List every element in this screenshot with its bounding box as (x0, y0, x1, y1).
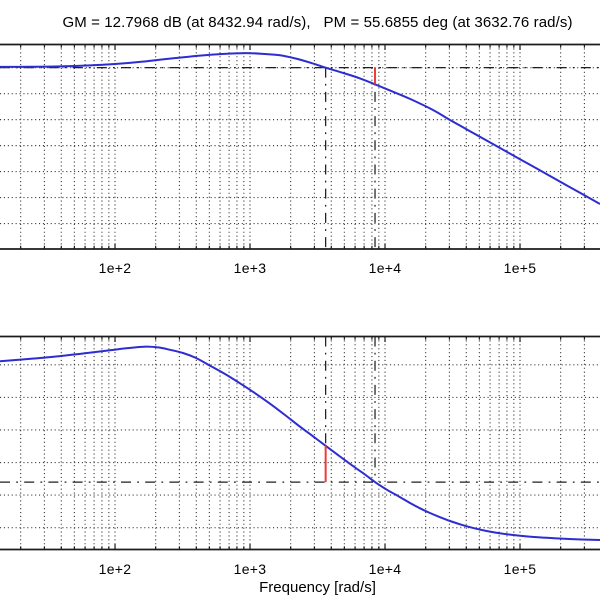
bode-phase (0, 335, 600, 551)
phase-x-tick-label-1e5: 1e+5 (503, 561, 537, 577)
plot-title: GM = 12.7968 dB (at 8432.94 rad/s), PM =… (62, 13, 573, 31)
mag-x-tick-label-1e2: 1e+2 (98, 260, 132, 277)
mag-x-tick-label-1e4: 1e+4 (368, 260, 402, 277)
mag-x-tick-label-1e3: 1e+3 (233, 260, 267, 277)
phase-x-tick-label-1e3: 1e+3 (233, 561, 267, 577)
open-loop-phase-curve (0, 345, 600, 541)
mag-x-tick-label-1e5: 1e+5 (503, 260, 537, 277)
bode-magnitude (0, 43, 600, 250)
phase-x-tick-label-1e2: 1e+2 (98, 561, 132, 577)
x-axis-label: Frequency [rad/s] (259, 578, 376, 596)
phase-x-tick-label-1e4: 1e+4 (368, 561, 402, 577)
open-loop-gain-curve (0, 52, 600, 205)
